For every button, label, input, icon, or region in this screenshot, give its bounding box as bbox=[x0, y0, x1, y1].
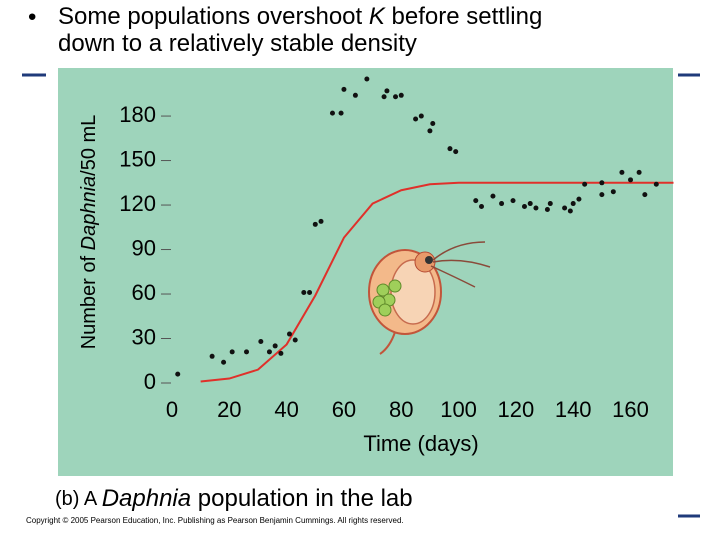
data-point bbox=[610, 189, 616, 195]
x-tick-label: 120 bbox=[498, 397, 535, 422]
data-point bbox=[318, 218, 324, 224]
data-point bbox=[619, 169, 625, 175]
data-point bbox=[582, 181, 588, 187]
data-point bbox=[636, 169, 642, 175]
x-tick-label: 60 bbox=[332, 397, 356, 422]
title-part: down to a relatively stable density bbox=[58, 30, 417, 57]
data-point bbox=[510, 198, 516, 204]
x-tick-label: 20 bbox=[217, 397, 241, 422]
data-point bbox=[209, 353, 215, 359]
data-point bbox=[393, 94, 399, 100]
data-point bbox=[447, 146, 453, 152]
data-point bbox=[418, 113, 424, 119]
data-point bbox=[292, 337, 298, 343]
logistic-curve bbox=[200, 181, 674, 383]
bullet: • bbox=[28, 3, 36, 30]
title-line: down to a relatively stable density bbox=[58, 30, 417, 57]
data-point bbox=[490, 193, 496, 199]
data-point bbox=[266, 349, 272, 355]
x-tick-label: 160 bbox=[612, 397, 649, 422]
data-point bbox=[364, 76, 370, 82]
data-point bbox=[521, 204, 527, 210]
caption-part: Daphnia bbox=[102, 485, 191, 512]
data-point bbox=[301, 290, 307, 296]
figure-panel bbox=[58, 68, 673, 476]
y-label-part: Number of bbox=[78, 250, 100, 349]
data-point bbox=[384, 88, 390, 94]
data-point bbox=[221, 359, 227, 365]
y-tick-label: 60 bbox=[132, 280, 156, 305]
daphnia-illustration bbox=[368, 241, 491, 355]
caption-part: (b) A bbox=[55, 488, 102, 510]
title-part: before settling bbox=[385, 3, 542, 30]
data-point bbox=[478, 204, 484, 210]
y-label-part: Daphnia bbox=[78, 176, 100, 251]
copyright: Copyright © 2005 Pearson Education, Inc.… bbox=[26, 516, 404, 525]
y-axis-label: Number of Daphnia/50 mL bbox=[78, 115, 100, 350]
caption: (b) A Daphnia population in the lab bbox=[55, 485, 413, 512]
y-tick-label: 90 bbox=[132, 235, 156, 260]
data-point bbox=[338, 110, 344, 116]
data-point bbox=[341, 86, 347, 92]
title-part: K bbox=[369, 3, 386, 30]
data-point bbox=[628, 177, 634, 183]
data-point bbox=[229, 349, 235, 355]
x-tick-label: 40 bbox=[274, 397, 298, 422]
data-point bbox=[642, 192, 648, 198]
data-point bbox=[413, 116, 419, 122]
x-tick-label: 80 bbox=[389, 397, 413, 422]
data-point bbox=[381, 94, 387, 100]
data-point bbox=[352, 92, 358, 98]
data-point bbox=[258, 338, 264, 344]
title-part: Some populations overshoot bbox=[58, 3, 369, 30]
y-label-part: /50 mL bbox=[78, 115, 100, 176]
data-point bbox=[527, 201, 533, 207]
data-point bbox=[427, 128, 433, 134]
data-point bbox=[286, 331, 292, 337]
data-point bbox=[567, 208, 573, 214]
data-point bbox=[312, 221, 318, 227]
data-point bbox=[272, 343, 278, 349]
data-point bbox=[473, 198, 479, 204]
y-tick-label: 30 bbox=[132, 324, 156, 349]
data-point bbox=[244, 349, 250, 355]
data-point bbox=[278, 350, 284, 356]
data-point bbox=[499, 201, 505, 207]
x-tick-label: 140 bbox=[555, 397, 592, 422]
data-point bbox=[533, 205, 539, 211]
data-point bbox=[329, 110, 335, 116]
y-tick-label: 0 bbox=[144, 369, 156, 394]
data-point bbox=[430, 120, 436, 126]
y-tick-label: 150 bbox=[119, 146, 156, 171]
title-line: Some populations overshoot K before sett… bbox=[58, 3, 542, 30]
data-point bbox=[307, 290, 313, 296]
data-point bbox=[599, 180, 605, 186]
data-point bbox=[453, 149, 459, 155]
data-point bbox=[576, 196, 582, 202]
data-point bbox=[653, 181, 659, 187]
data-point bbox=[175, 371, 181, 377]
data-point bbox=[599, 192, 605, 198]
data-point bbox=[570, 201, 576, 207]
data-point bbox=[547, 201, 553, 207]
data-point bbox=[398, 92, 404, 98]
data-point bbox=[544, 206, 550, 212]
x-tick-label: 0 bbox=[166, 397, 178, 422]
caption-part: population in the lab bbox=[191, 485, 413, 512]
data-point bbox=[562, 205, 568, 211]
x-tick-label: 100 bbox=[440, 397, 477, 422]
y-tick-label: 120 bbox=[119, 191, 156, 216]
y-tick-label: 180 bbox=[119, 102, 156, 127]
x-axis-label: Time (days) bbox=[363, 431, 478, 456]
